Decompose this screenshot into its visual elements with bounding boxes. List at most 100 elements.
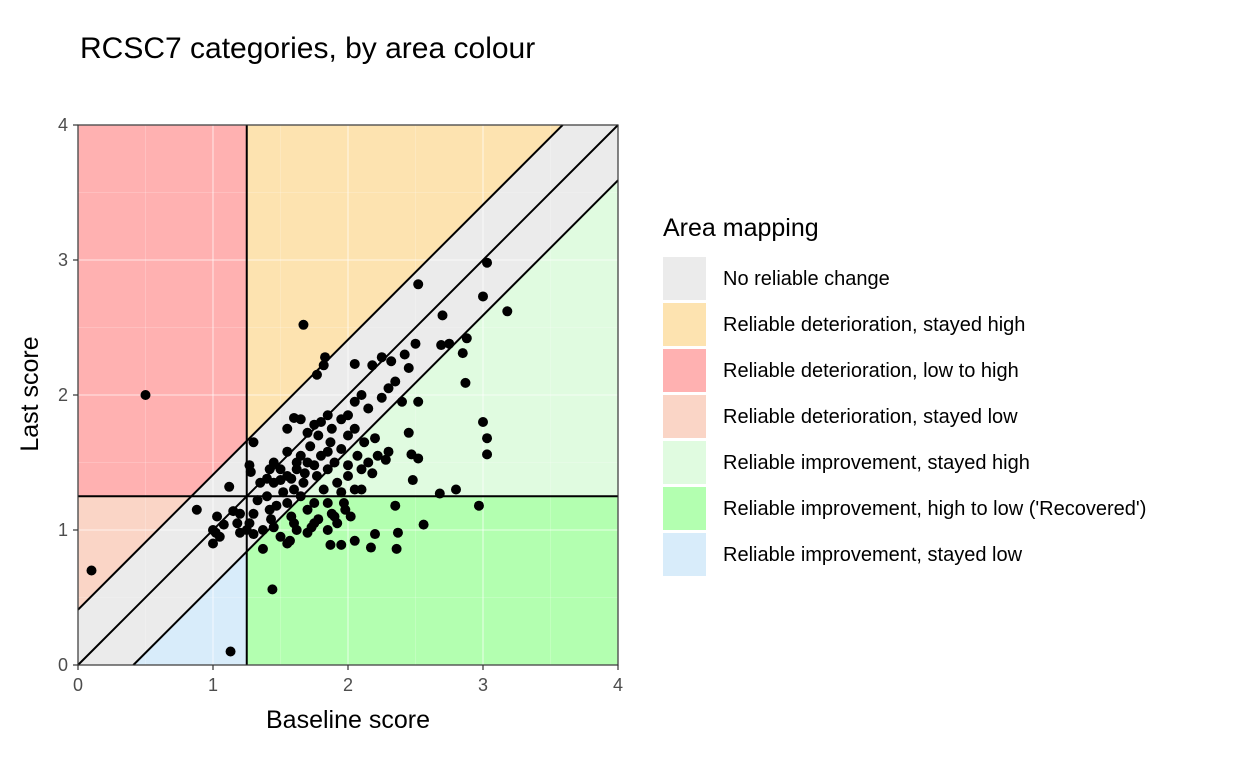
- x-axis-title: Baseline score: [266, 706, 430, 734]
- data-point: [403, 427, 414, 438]
- data-point: [413, 279, 424, 290]
- data-point: [407, 475, 418, 486]
- legend-label: No reliable change: [723, 268, 890, 290]
- data-point: [208, 525, 218, 535]
- data-point: [363, 457, 374, 468]
- data-point: [482, 449, 493, 460]
- x-tick-label: 2: [343, 675, 353, 695]
- data-point: [365, 542, 376, 553]
- data-point: [329, 457, 340, 468]
- data-point: [349, 423, 360, 434]
- data-point: [322, 525, 333, 535]
- data-point: [390, 376, 401, 387]
- data-point: [232, 518, 243, 529]
- data-point: [284, 535, 295, 546]
- data-point: [399, 349, 410, 360]
- legend-label: Reliable improvement, high to low ('Reco…: [723, 498, 1146, 520]
- data-point: [264, 464, 275, 475]
- legend: Area mapping No reliable change Reliable …: [663, 214, 1146, 576]
- region-deterioration-low-to-high: [78, 125, 247, 497]
- data-point: [370, 529, 380, 540]
- data-points: [86, 257, 513, 657]
- data-point: [397, 396, 407, 407]
- data-point: [376, 392, 387, 403]
- data-point: [244, 460, 255, 471]
- data-point: [352, 450, 363, 461]
- data-point: [370, 433, 380, 444]
- legend-label: Reliable deterioration, low to high: [723, 360, 1019, 382]
- data-point: [218, 519, 229, 530]
- data-point: [343, 430, 353, 441]
- data-point: [306, 522, 317, 533]
- data-point: [418, 519, 429, 530]
- legend-swatch: [663, 257, 706, 300]
- legend-label: Reliable deterioration, stayed low: [723, 406, 1018, 428]
- x-tick-label: 3: [478, 675, 488, 695]
- data-point: [343, 471, 353, 481]
- data-point: [326, 508, 337, 519]
- data-point: [289, 484, 299, 495]
- legend-swatch: [663, 395, 706, 438]
- data-point: [322, 446, 333, 457]
- data-point: [482, 433, 493, 444]
- data-point: [383, 446, 394, 457]
- data-point: [282, 423, 293, 434]
- data-point: [309, 419, 320, 430]
- data-point: [457, 348, 468, 359]
- data-point: [191, 504, 202, 515]
- data-point: [460, 377, 471, 388]
- data-point: [320, 352, 331, 363]
- data-point: [318, 360, 329, 371]
- data-point: [332, 518, 343, 529]
- data-point: [363, 403, 374, 414]
- legend-swatch: [663, 441, 706, 484]
- data-point: [289, 412, 299, 423]
- y-axis-ticks: 0 1 2 3 4: [58, 115, 78, 675]
- y-tick-label: 4: [58, 115, 68, 135]
- data-point: [305, 441, 316, 452]
- data-point: [444, 338, 455, 349]
- data-point: [313, 514, 324, 525]
- data-point: [311, 471, 322, 481]
- data-point: [299, 468, 310, 479]
- data-point: [451, 484, 461, 495]
- data-point: [309, 460, 320, 471]
- x-tick-label: 1: [208, 675, 218, 695]
- data-point: [356, 390, 367, 400]
- data-point: [403, 363, 414, 373]
- data-point: [359, 437, 370, 448]
- data-point: [340, 504, 351, 515]
- data-point: [140, 390, 151, 400]
- data-point: [291, 457, 302, 468]
- data-point: [372, 450, 383, 461]
- data-point: [336, 414, 347, 425]
- data-point: [275, 464, 286, 475]
- x-axis-ticks: 0 1 2 3 4: [73, 665, 623, 695]
- data-point: [298, 477, 309, 488]
- data-point: [482, 257, 493, 268]
- data-point: [367, 468, 378, 479]
- data-point: [383, 383, 394, 394]
- data-point: [289, 518, 299, 529]
- data-point: [318, 484, 329, 495]
- lower-change-line: [132, 179, 619, 666]
- legend-swatch: [663, 303, 706, 346]
- data-point: [311, 369, 322, 380]
- data-point: [262, 491, 272, 502]
- data-point: [313, 430, 324, 441]
- data-point: [345, 511, 356, 522]
- data-point: [255, 477, 266, 488]
- data-point: [436, 340, 447, 351]
- data-point: [413, 396, 424, 407]
- data-point: [298, 319, 309, 330]
- data-point: [410, 338, 421, 349]
- data-point: [282, 498, 293, 508]
- data-point: [336, 487, 347, 498]
- data-point: [392, 527, 403, 538]
- chart-title: RCSC7 categories, by area colour: [80, 32, 535, 65]
- legend-swatch: [663, 487, 706, 530]
- data-point: [325, 437, 336, 448]
- y-tick-label: 1: [58, 520, 68, 540]
- y-tick-label: 3: [58, 250, 68, 270]
